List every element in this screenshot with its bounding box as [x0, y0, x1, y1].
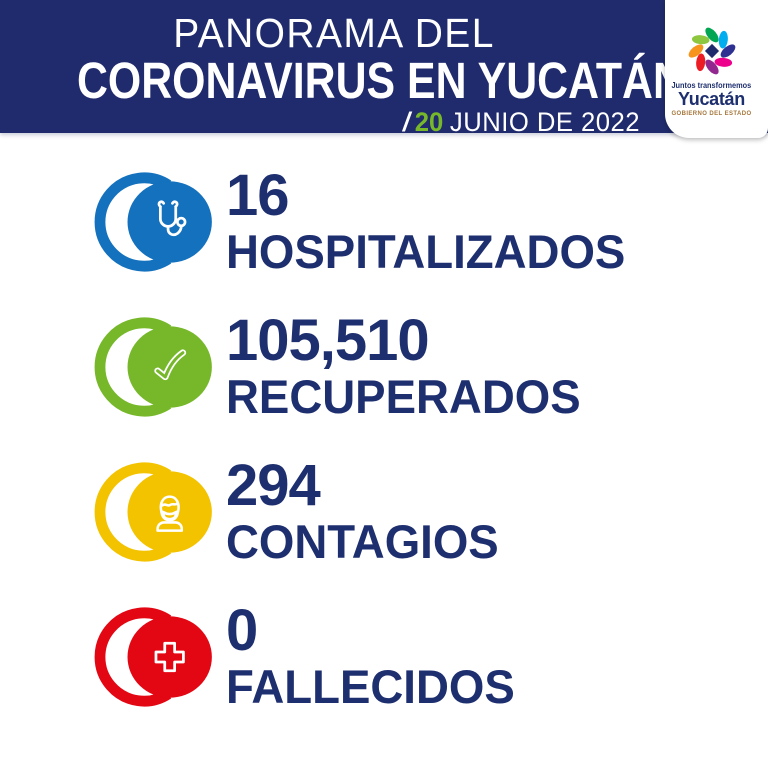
- date-day: 20: [414, 107, 444, 137]
- stat-value: 16: [226, 162, 290, 228]
- stat-value: 105,510: [226, 307, 430, 373]
- checkmark-icon: [94, 317, 212, 416]
- stat-row-fallecidos: 0 FALLECIDOS: [0, 584, 768, 729]
- medical-cross-icon: [94, 607, 212, 706]
- stats-list: 16 HOSPITALIZADOS 105,510 RECUPERADOS: [0, 133, 768, 729]
- stat-label: CONTAGIOS: [226, 515, 499, 569]
- badge-subtitle: GOBIERNO DEL ESTADO: [671, 111, 752, 117]
- badge-tagline: Juntos transformemos: [671, 81, 752, 90]
- stat-texts: 105,510 RECUPERADOS: [226, 307, 592, 424]
- stat-value: 294: [226, 452, 321, 518]
- stat-label: RECUPERADOS: [226, 370, 581, 424]
- stat-row-contagios: 294 CONTAGIOS: [0, 439, 768, 584]
- badge-state-name: Yucatán: [678, 89, 745, 109]
- stat-label: FALLECIDOS: [226, 660, 515, 714]
- header-titles: PANORAMA DEL CORONAVIRUS EN YUCATÁN /20 J…: [28, 0, 684, 136]
- stat-texts: 0 FALLECIDOS: [226, 597, 524, 714]
- stat-row-hospitalizados: 16 HOSPITALIZADOS: [0, 149, 768, 294]
- stat-row-recuperados: 105,510 RECUPERADOS: [0, 294, 768, 439]
- title-line-1: PANORAMA DEL: [173, 10, 495, 56]
- stat-texts: 16 HOSPITALIZADOS: [226, 162, 638, 279]
- stethoscope-icon: [94, 172, 212, 271]
- stat-label: HOSPITALIZADOS: [226, 225, 626, 279]
- government-logo-badge: Juntos transformemos Yucatán GOBIERNO DE…: [665, 0, 768, 138]
- yucatan-emblem-icon: [688, 27, 735, 75]
- report-date: /20 JUNIO DE 2022: [59, 109, 640, 136]
- date-slash: /: [402, 107, 410, 137]
- title-line-2: CORONAVIRUS EN YUCATÁN: [76, 52, 684, 109]
- stat-texts: 294 CONTAGIOS: [226, 452, 507, 569]
- date-month-year: JUNIO DE 2022: [449, 107, 640, 137]
- header-banner: PANORAMA DEL CORONAVIRUS EN YUCATÁN /20 J…: [0, 0, 768, 138]
- stat-value: 0: [226, 597, 258, 663]
- person-mask-icon: [94, 462, 212, 561]
